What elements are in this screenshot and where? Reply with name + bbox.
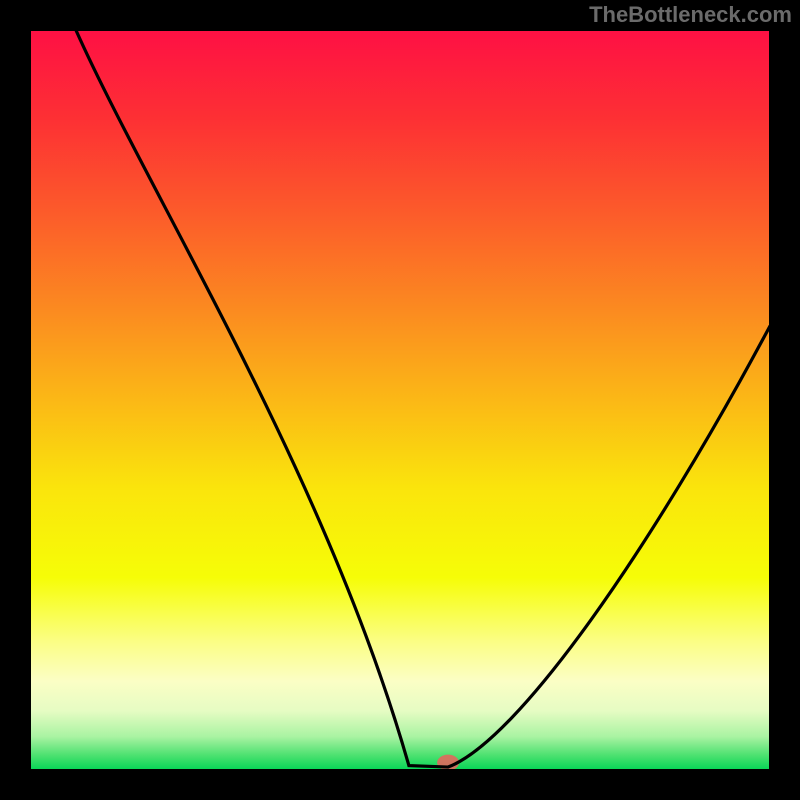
bottleneck-chart [0, 0, 800, 800]
plot-background [30, 30, 770, 770]
watermark-text: TheBottleneck.com [589, 2, 792, 28]
